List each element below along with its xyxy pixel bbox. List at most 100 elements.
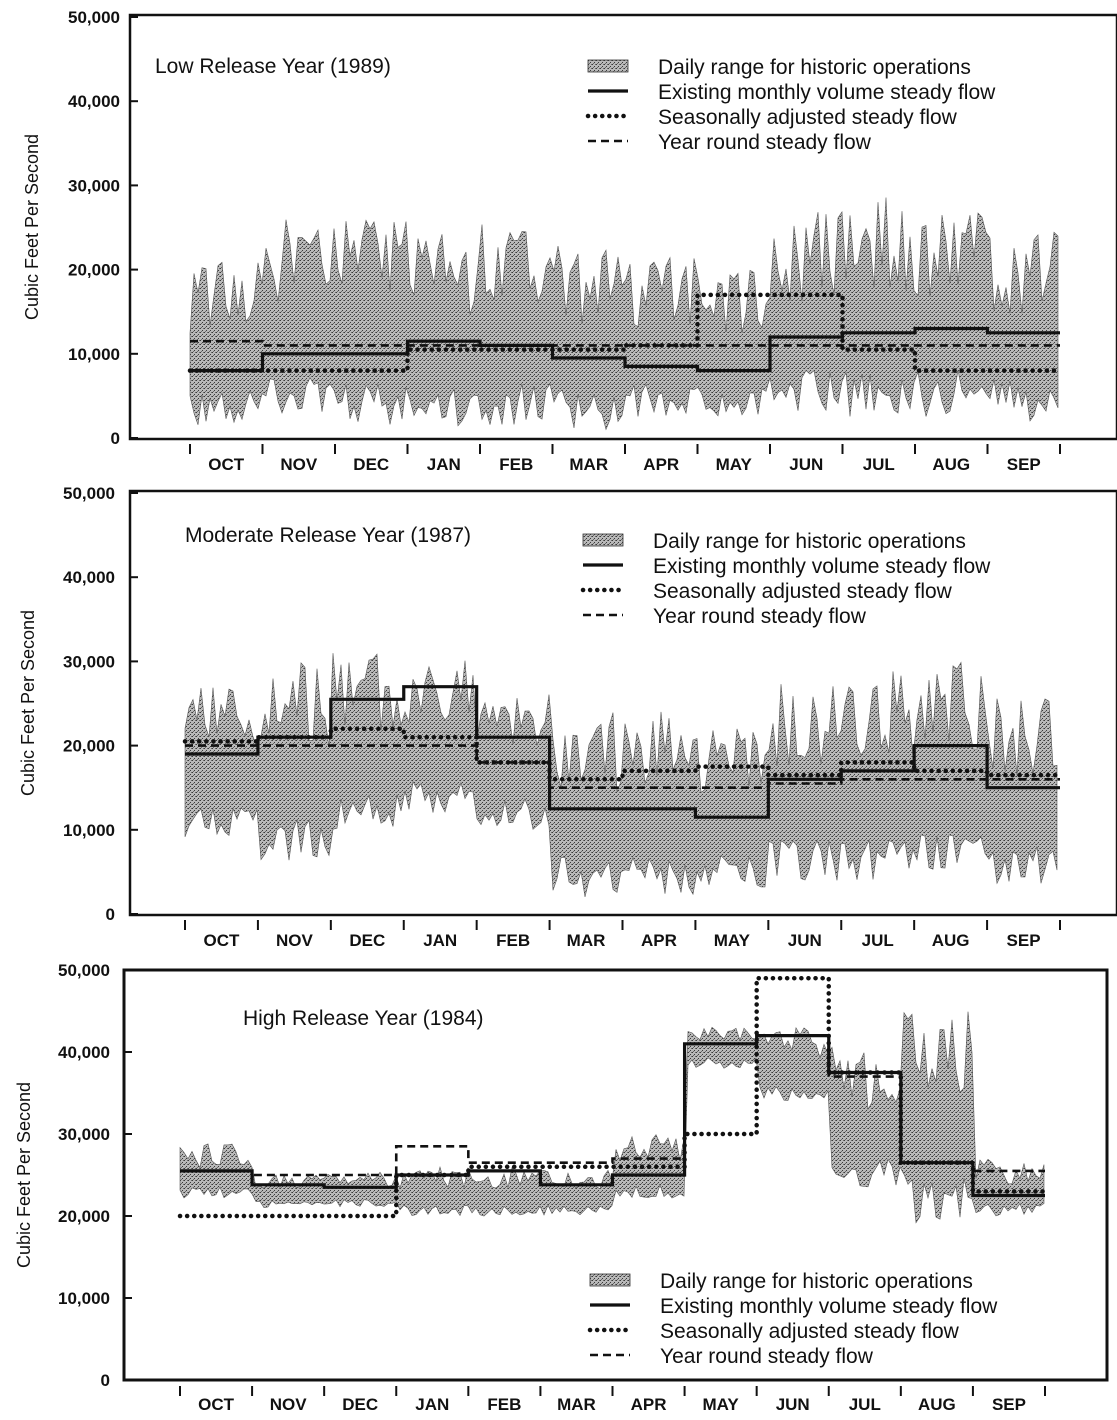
y-tick-label: 20,000 [58, 1207, 110, 1226]
y-tick-label: 0 [101, 1371, 110, 1390]
legend-label: Existing monthly volume steady flow [660, 1295, 998, 1318]
x-ticks: OCT NOV DEC JAN FEB MAR APR MAY JUN JUL AUG SEP [189, 444, 1061, 474]
legend-label: Daily range for historic operations [660, 1270, 973, 1293]
x-tick-label: JUN [789, 455, 823, 474]
y-tick-label: 50,000 [58, 961, 110, 980]
y-axis-label: Cubic Feet Per Second [22, 134, 42, 320]
legend-label: Daily range for historic operations [653, 530, 966, 553]
y-tick-label: 20,000 [63, 737, 115, 756]
y-tick-label: 40,000 [58, 1043, 110, 1062]
legend-label: Seasonally adjusted steady flow [658, 106, 958, 129]
x-tick-label: MAR [557, 1395, 596, 1414]
x-tick-label: APR [641, 931, 677, 950]
y-tick-label: 40,000 [63, 568, 115, 587]
x-tick-label: MAR [569, 455, 608, 474]
x-tick-label: FEB [496, 931, 530, 950]
y-tick-label: 0 [106, 905, 115, 924]
x-tick-label: JUL [862, 931, 894, 950]
y-tick-label: 50,000 [68, 8, 120, 27]
series-line-dashed [180, 1034, 1045, 1177]
historic-range-band [179, 1011, 1045, 1224]
legend: Daily range for historic operationsExist… [585, 56, 996, 154]
x-tick-label: NOV [270, 1395, 308, 1414]
plot-frame [128, 13, 1117, 441]
x-tick-label: FEB [487, 1395, 521, 1414]
legend-swatch-band [587, 59, 629, 73]
x-tick-label: MAY [703, 1395, 740, 1414]
panel-high-release: Cubic Feet Per Second 50,000 40,000 30,000… [14, 961, 1109, 1414]
x-tick-label: APR [643, 455, 679, 474]
historic-range-band [189, 197, 1059, 431]
chart-title: High Release Year (1984) [243, 1007, 484, 1030]
x-tick-label: OCT [204, 931, 241, 950]
y-axis-label: Cubic Feet Per Second [18, 610, 38, 796]
series-line-dashed [185, 744, 1060, 789]
legend-label: Daily range for historic operations [658, 56, 971, 79]
x-tick-label: JAN [423, 931, 457, 950]
plot-frame [128, 489, 1117, 917]
x-tick-label: DEC [342, 1395, 378, 1414]
x-tick-label: NOV [276, 931, 314, 950]
plot-frame [122, 968, 1109, 1382]
y-tick-label: 20,000 [68, 261, 120, 280]
y-tick-label: 40,000 [68, 92, 120, 111]
x-tick-label: MAR [567, 931, 606, 950]
series-lines [182, 685, 1063, 819]
y-tick-label: 50,000 [63, 484, 115, 503]
x-tick-label: OCT [208, 455, 245, 474]
x-tick-label: JUL [863, 455, 895, 474]
x-tick-label: SEP [1007, 931, 1041, 950]
y-tick-label: 30,000 [68, 176, 120, 195]
x-tick-label: OCT [198, 1395, 235, 1414]
x-tick-label: FEB [499, 455, 533, 474]
x-tick-label: DEC [349, 931, 385, 950]
y-ticks: 50,000 40,000 30,000 20,000 10,000 0 [68, 8, 138, 448]
legend-label: Year round steady flow [660, 1345, 874, 1368]
x-tick-label: SEP [1007, 455, 1041, 474]
x-tick-label: DEC [353, 455, 389, 474]
x-tick-label: MAY [716, 455, 753, 474]
x-tick-label: AUG [932, 455, 970, 474]
legend-label: Existing monthly volume steady flow [653, 555, 991, 578]
panel-low-release: Cubic Feet Per Second 50,000 40,000 30,000… [22, 8, 1117, 474]
x-tick-label: JUL [849, 1395, 881, 1414]
series-line-dotted [182, 726, 1063, 782]
x-tick-label: JAN [427, 455, 461, 474]
range-band [179, 1011, 1045, 1224]
x-tick-label: AUG [932, 931, 970, 950]
y-ticks: 50,000 40,000 30,000 20,000 10,000 0 [63, 484, 138, 924]
y-tick-label: 30,000 [63, 652, 115, 671]
x-tick-label: AUG [918, 1395, 956, 1414]
y-tick-label: 10,000 [63, 821, 115, 840]
panel-moderate-release: Cubic Feet Per Second 50,000 40,000 30,000… [18, 484, 1117, 950]
series-line-dashed [190, 339, 1060, 347]
x-tick-label: JUN [788, 931, 822, 950]
series-line-solid [190, 326, 1060, 373]
y-tick-label: 10,000 [68, 345, 120, 364]
x-tick-label: NOV [280, 455, 318, 474]
range-band [184, 653, 1058, 897]
legend-label: Seasonally adjusted steady flow [653, 580, 953, 603]
legend-label: Seasonally adjusted steady flow [660, 1320, 960, 1343]
y-axis-label: Cubic Feet Per Second [14, 1082, 34, 1268]
legend-label: Existing monthly volume steady flow [658, 81, 996, 104]
legend-swatch-band [589, 1273, 631, 1287]
x-tick-label: JAN [415, 1395, 449, 1414]
range-band [189, 197, 1059, 431]
y-ticks: 50,000 40,000 30,000 20,000 10,000 0 [58, 961, 132, 1390]
y-tick-label: 10,000 [58, 1289, 110, 1308]
legend: Daily range for historic operationsExist… [580, 530, 991, 628]
historic-range-band [184, 653, 1058, 897]
x-ticks: OCT NOV DEC JAN FEB MAR APR MAY JUN JUL AUG SEP [179, 1386, 1046, 1414]
legend: Daily range for historic operationsExist… [587, 1270, 998, 1368]
x-ticks: OCT NOV DEC JAN FEB MAR APR MAY JUN JUL AUG SEP [184, 920, 1061, 950]
chart-title: Low Release Year (1989) [155, 55, 391, 78]
y-tick-label: 30,000 [58, 1125, 110, 1144]
series-line-solid [185, 685, 1060, 819]
series-lines [187, 292, 1063, 373]
x-tick-label: APR [631, 1395, 667, 1414]
y-tick-label: 0 [111, 429, 120, 448]
x-tick-label: SEP [992, 1395, 1026, 1414]
legend-swatch-band [582, 533, 624, 547]
